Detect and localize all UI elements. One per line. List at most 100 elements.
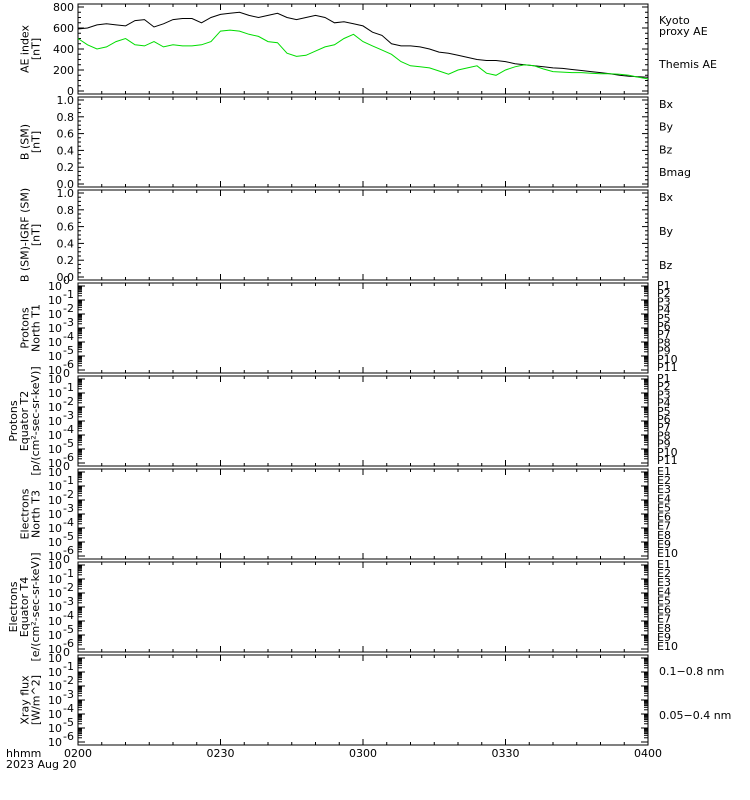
y-tick-label: 10 <box>48 559 62 572</box>
legend-by: By <box>659 121 674 134</box>
y-tick-label: 10 <box>48 364 62 377</box>
y-tick-mantissa: 10 <box>48 401 62 414</box>
time-axis: hhmm 2023 Aug 20 0200 0230 0300 0330 0400 <box>6 747 662 771</box>
y-tick-label: 0.0 <box>57 271 75 284</box>
channel-label-p9: P9 <box>657 438 671 451</box>
y-tick-mantissa: 10 <box>48 708 62 721</box>
y-tick-exponent: -5 <box>63 530 74 543</box>
legend-by: By <box>659 225 674 238</box>
channel-label-p7: P7 <box>657 328 671 341</box>
y-tick-mantissa: 10 <box>48 666 62 679</box>
channel-label-e9: E9 <box>657 538 671 551</box>
y-tick-exponent: -2 <box>63 488 74 501</box>
channel-label-e4: E4 <box>657 492 671 505</box>
y-tick-mantissa: 10 <box>48 280 62 293</box>
y-tick-label: 0.6 <box>57 221 75 234</box>
y-tick-labels: 1.0 0.8 0.6 0.4 0.2 0.0 <box>57 187 75 284</box>
y-tick-label: 0.4 <box>57 237 75 250</box>
y-tick-exponent: -4 <box>63 609 74 622</box>
series-kyoto-proxy-ae <box>77 29 649 80</box>
panel-frame <box>77 189 649 281</box>
channel-label-e7: E7 <box>657 520 671 533</box>
channel-label-p3: P3 <box>657 295 671 308</box>
channel-label-e10: E10 <box>657 547 678 560</box>
y-tick-exponent: 0 <box>63 274 70 287</box>
x-tick-label: 0400 <box>634 747 662 760</box>
y-tick-mantissa: 10 <box>48 629 62 642</box>
channel-label-p3: P3 <box>657 388 671 401</box>
y-tick-mantissa: 10 <box>48 615 62 628</box>
time-axis-label-hhmm: hhmm <box>6 747 41 760</box>
y-axis-label: [nT] <box>30 131 43 153</box>
x-tick-label: 0330 <box>492 747 520 760</box>
y-tick-label: 10 <box>48 350 62 363</box>
y-tick-label: 10 <box>48 666 62 679</box>
channel-label-p1: P1 <box>657 372 671 385</box>
channel-label-p4: P4 <box>657 397 671 410</box>
y-tick-exponent: -1 <box>63 567 74 580</box>
y-axis-label: Xray flux <box>19 675 32 725</box>
y-tick-mantissa: 10 <box>48 494 62 507</box>
panel-frame <box>77 468 649 560</box>
y-axis-label: North T1 <box>30 304 43 352</box>
y-tick-exponent: -6 <box>63 358 74 371</box>
y-axis-label: Protons <box>19 307 32 348</box>
y-tick-exponent: -5 <box>63 344 74 357</box>
y-tick-exponent: -2 <box>63 395 74 408</box>
channel-label-e5: E5 <box>657 594 671 607</box>
y-tick-mantissa: 10 <box>48 308 62 321</box>
x-tick-label: 0200 <box>64 747 92 760</box>
y-tick-exponent: -2 <box>63 302 74 315</box>
y-tick-exponent: -3 <box>63 688 74 701</box>
y-tick-label: 0.8 <box>57 111 75 124</box>
legend-0-05-0-4-nm: 0.05−0.4 nm <box>659 709 731 722</box>
y-axis-label: Equator T4 <box>18 577 31 637</box>
y-tick-label: 10 <box>48 601 62 614</box>
panel-bigrf: 1.0 0.8 0.6 0.4 0.2 0.0 B (SM)-IGRF (SM)[nT] Bx… <box>19 187 674 284</box>
y-tick-label: 0.2 <box>57 254 75 267</box>
y-tick-mantissa: 10 <box>48 322 62 335</box>
channel-label-p2: P2 <box>657 287 671 300</box>
channel-label-e1: E1 <box>657 465 671 478</box>
y-tick-label: 10 <box>48 494 62 507</box>
y-tick-label: 10 <box>48 629 62 642</box>
y-tick-exponent: -5 <box>63 623 74 636</box>
y-tick-label: 10 <box>48 280 62 293</box>
x-tick-label: 0300 <box>349 747 377 760</box>
y-tick-mantissa: 10 <box>48 550 62 563</box>
y-tick-mantissa: 10 <box>48 559 62 572</box>
y-tick-mantissa: 10 <box>48 722 62 735</box>
y-tick-mantissa: 10 <box>48 336 62 349</box>
y-tick-label: 10 <box>48 457 62 470</box>
y-axis-label: Equator T2 <box>18 391 31 451</box>
y-tick-mantissa: 10 <box>48 601 62 614</box>
y-tick-exponent: -6 <box>63 637 74 650</box>
channel-label-e10: E10 <box>657 640 678 653</box>
y-tick-exponent: -6 <box>63 451 74 464</box>
y-tick-exponent: -6 <box>63 544 74 557</box>
channel-label-p5: P5 <box>657 312 671 325</box>
y-tick-label: 10 <box>48 643 62 656</box>
panel-frame <box>77 282 649 374</box>
y-tick-exponent: 0 <box>63 646 70 659</box>
time-axis-label-date: 2023 Aug 20 <box>6 758 76 771</box>
y-tick-label: 10 <box>48 308 62 321</box>
channel-label-e4: E4 <box>657 585 671 598</box>
y-axis-label: North T3 <box>30 490 43 538</box>
y-tick-exponent: -3 <box>63 502 74 515</box>
y-tick-label: 10 <box>48 536 62 549</box>
y-tick-label: 10 <box>48 373 62 386</box>
y-tick-label: 10 <box>48 401 62 414</box>
legend-0-1-0-8-nm: 0.1−0.8 nm <box>659 665 724 678</box>
y-tick-exponent: -3 <box>63 316 74 329</box>
y-axis-label: B (SM)-IGRF (SM) <box>19 188 32 282</box>
y-tick-label: 10 <box>48 522 62 535</box>
series-themis-ae <box>77 11 649 78</box>
y-tick-label: 10 <box>48 415 62 428</box>
panel-frame <box>77 561 649 653</box>
